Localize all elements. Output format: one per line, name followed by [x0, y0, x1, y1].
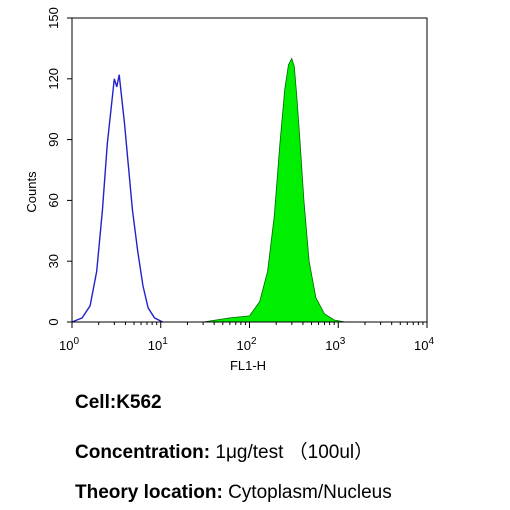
plot-frame — [71, 17, 428, 323]
x-tick-base: 10 — [325, 338, 339, 353]
x-tick-exponent: 3 — [340, 336, 346, 347]
x-tick-base: 10 — [236, 338, 250, 353]
cell-label: Cell: — [75, 392, 117, 413]
x-tick-base: 10 — [59, 338, 73, 353]
x-tick-label: 100 — [59, 336, 79, 353]
x-tick-exponent: 0 — [73, 336, 79, 347]
x-tick-exponent: 4 — [428, 336, 434, 347]
y-tick-label: 30 — [46, 254, 61, 268]
concentration-value: 1μg/test （100ul） — [215, 442, 374, 463]
y-axis-label: Counts — [24, 171, 39, 213]
x-axis-label: FL1-H — [230, 358, 266, 373]
y-tick-label: 60 — [46, 193, 61, 207]
x-tick-label: 104 — [414, 336, 434, 353]
theory-value: Cytoplasm/Nucleus — [228, 482, 392, 503]
y-tick-label: 120 — [46, 68, 61, 90]
x-tick-exponent: 2 — [251, 336, 257, 347]
y-tick-label: 0 — [46, 318, 61, 325]
x-tick-base: 10 — [414, 338, 428, 353]
caption-cell: Cell:K562 — [75, 392, 162, 414]
y-tick-label: 90 — [46, 132, 61, 146]
caption-concentration: Concentration: 1μg/test （100ul） — [75, 437, 373, 464]
cell-value: K562 — [116, 392, 162, 413]
y-tick-label: 150 — [46, 7, 61, 29]
x-tick-base: 10 — [148, 338, 162, 353]
caption-theory-location: Theory location: Cytoplasm/Nucleus — [75, 482, 392, 504]
x-tick-label: 101 — [148, 336, 168, 353]
histogram-filled-series — [160, 57, 346, 323]
concentration-label: Concentration: — [75, 442, 211, 463]
x-tick-label: 102 — [236, 336, 256, 353]
x-tick-exponent: 1 — [162, 336, 168, 347]
histogram-outline-series — [71, 74, 163, 323]
theory-label: Theory location: — [75, 482, 223, 503]
x-tick-label: 103 — [325, 336, 345, 353]
series-layer — [71, 57, 346, 323]
